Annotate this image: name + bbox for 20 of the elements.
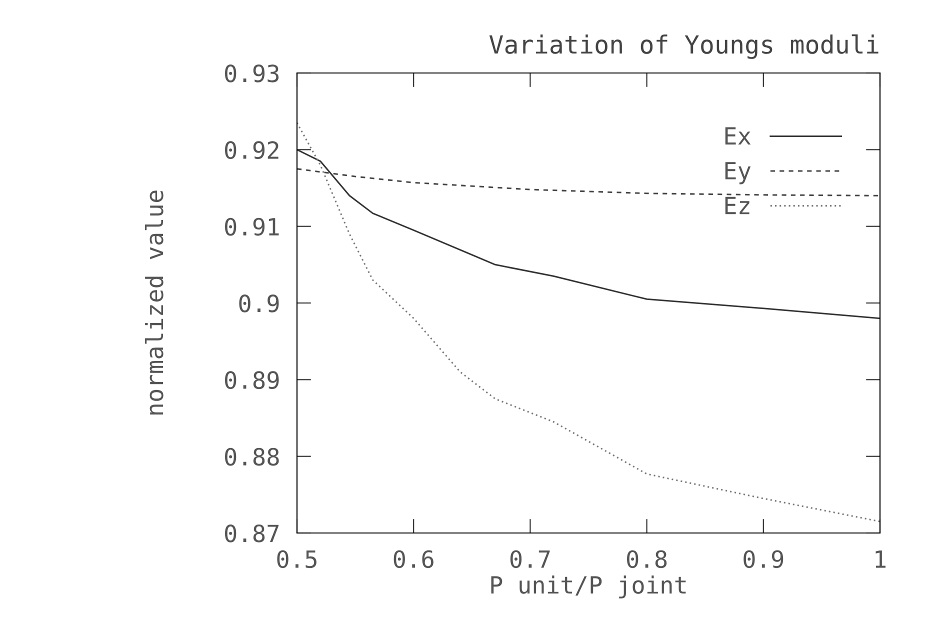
y-axis-title: normalized value: [144, 190, 164, 414]
y-tick-label: 0.89: [225, 371, 279, 390]
legend-label: Ez: [725, 196, 750, 214]
y-tick-label: 0.93: [225, 64, 279, 82]
x-tick-label: 0.9: [744, 550, 784, 568]
x-axis-title: P unit/P joint: [491, 576, 686, 598]
chart-title: Variation of Youngs moduli: [489, 34, 878, 59]
y-tick-label: 0.92: [225, 141, 278, 160]
x-tick-label: 0.5: [277, 550, 316, 568]
x-tick-label: 0.7: [510, 550, 550, 568]
y-tick-label: 0.9: [239, 294, 279, 312]
legend-label: Ex: [725, 127, 751, 145]
line-series: [297, 122, 880, 522]
x-tick-label: 1: [876, 550, 886, 568]
x-tick-label: 0.8: [627, 550, 667, 568]
x-tick-label: 0.6: [394, 550, 434, 568]
y-tick-label: 0.88: [225, 448, 279, 466]
legend-label: Ey: [725, 162, 751, 184]
y-tick-label: 0.87: [225, 524, 279, 542]
y-tick-label: 0.91: [225, 218, 279, 236]
